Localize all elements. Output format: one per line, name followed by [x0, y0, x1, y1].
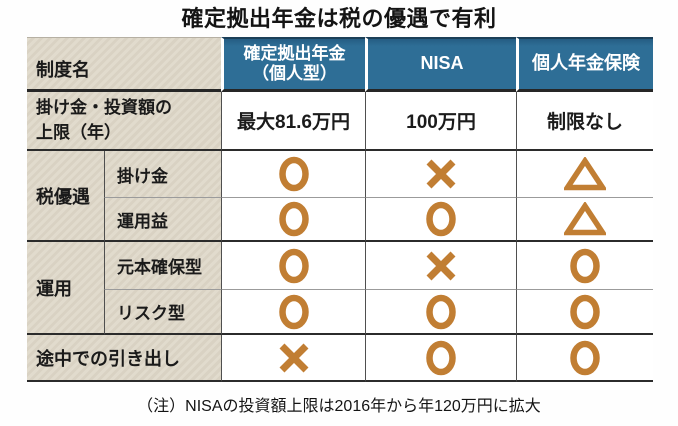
cell-tax-gains-dc — [221, 198, 365, 242]
column-header-line1: 個人年金保険 — [532, 53, 640, 74]
circle-mark-icon — [426, 201, 456, 237]
cell-withdrawal-annuity — [516, 335, 653, 382]
column-header-line2: （個人型） — [252, 64, 337, 83]
row-label-investment-gains: 運用益 — [104, 198, 221, 242]
footnote: （注）NISAの投資額上限は2016年から年120万円に拡大 — [137, 398, 541, 415]
circle-mark-icon — [278, 201, 309, 237]
circle-mark-icon — [570, 340, 600, 375]
cell-limit-dc-pension: 最大81.6万円 — [221, 92, 365, 151]
circle-mark-icon — [426, 340, 456, 375]
row-investment-limit: 掛け金・投資額の 上限（年） 最大81.6万円 100万円 制限なし — [27, 92, 653, 151]
row-label-early-withdrawal: 途中での引き出し — [27, 335, 221, 382]
triangle-mark-icon — [564, 202, 606, 236]
column-header-dc-pension: 確定拠出年金 （個人型） — [221, 37, 365, 92]
row-tax-contribution: 税優遇 掛け金 — [27, 151, 653, 242]
circle-mark-icon — [570, 294, 600, 329]
cell-risk-annuity — [516, 290, 653, 335]
page-title: 確定拠出年金は税の優遇で有利 — [181, 6, 497, 31]
cell-principal-nisa — [365, 242, 516, 290]
cell-tax-gains-annuity — [516, 198, 653, 242]
row-label-principal-guaranteed: 元本確保型 — [104, 242, 221, 290]
row-early-withdrawal: 途中での引き出し — [27, 335, 653, 382]
row-label-line1: 掛け金・投資額の — [36, 97, 172, 117]
cross-mark-icon — [279, 343, 308, 372]
row-label-line2: 上限（年） — [36, 122, 121, 142]
group-label-tax-benefit: 税優遇 — [27, 151, 104, 242]
column-header-nisa: NISA — [365, 37, 516, 92]
cell-tax-gains-nisa — [365, 198, 516, 242]
cell-limit-nisa: 100万円 — [365, 92, 516, 151]
row-tax-investment-gains: 運用益 — [27, 198, 653, 242]
corner-label: 制度名 — [27, 37, 221, 92]
cell-principal-annuity — [516, 242, 653, 290]
row-label-risk-type: リスク型 — [104, 290, 221, 335]
cross-mark-icon — [426, 159, 456, 189]
cell-withdrawal-dc — [221, 335, 365, 382]
column-header-personal-annuity: 個人年金保険 — [516, 37, 653, 92]
cell-tax-contribution-dc — [221, 151, 365, 198]
row-risk-type: リスク型 — [27, 290, 653, 335]
circle-mark-icon — [278, 294, 309, 329]
column-header-line1: 確定拠出年金 — [243, 43, 346, 63]
row-principal-guaranteed: 運用 元本確保型 — [27, 242, 653, 335]
circle-mark-icon — [278, 156, 309, 192]
circle-mark-icon — [278, 248, 309, 283]
row-label-investment-limit: 掛け金・投資額の 上限（年） — [27, 92, 221, 151]
header-row: 制度名 確定拠出年金 （個人型） NISA 個人年金保険 — [27, 37, 653, 92]
group-label-management: 運用 — [27, 242, 104, 335]
triangle-mark-icon — [564, 157, 606, 191]
cell-risk-nisa — [365, 290, 516, 335]
circle-mark-icon — [426, 294, 456, 329]
cell-limit-personal-annuity: 制限なし — [516, 92, 653, 151]
cell-principal-dc — [221, 242, 365, 290]
row-label-contribution: 掛け金 — [104, 151, 221, 198]
cell-risk-dc — [221, 290, 365, 335]
cell-withdrawal-nisa — [365, 335, 516, 382]
circle-mark-icon — [570, 248, 600, 283]
cross-mark-icon — [426, 251, 456, 280]
cell-tax-contribution-annuity — [516, 151, 653, 198]
cell-tax-contribution-nisa — [365, 151, 516, 198]
column-header-line1: NISA — [420, 53, 464, 74]
comparison-table: 制度名 確定拠出年金 （個人型） NISA 個人年金保険 掛け金・投資額の 上限… — [27, 37, 653, 382]
